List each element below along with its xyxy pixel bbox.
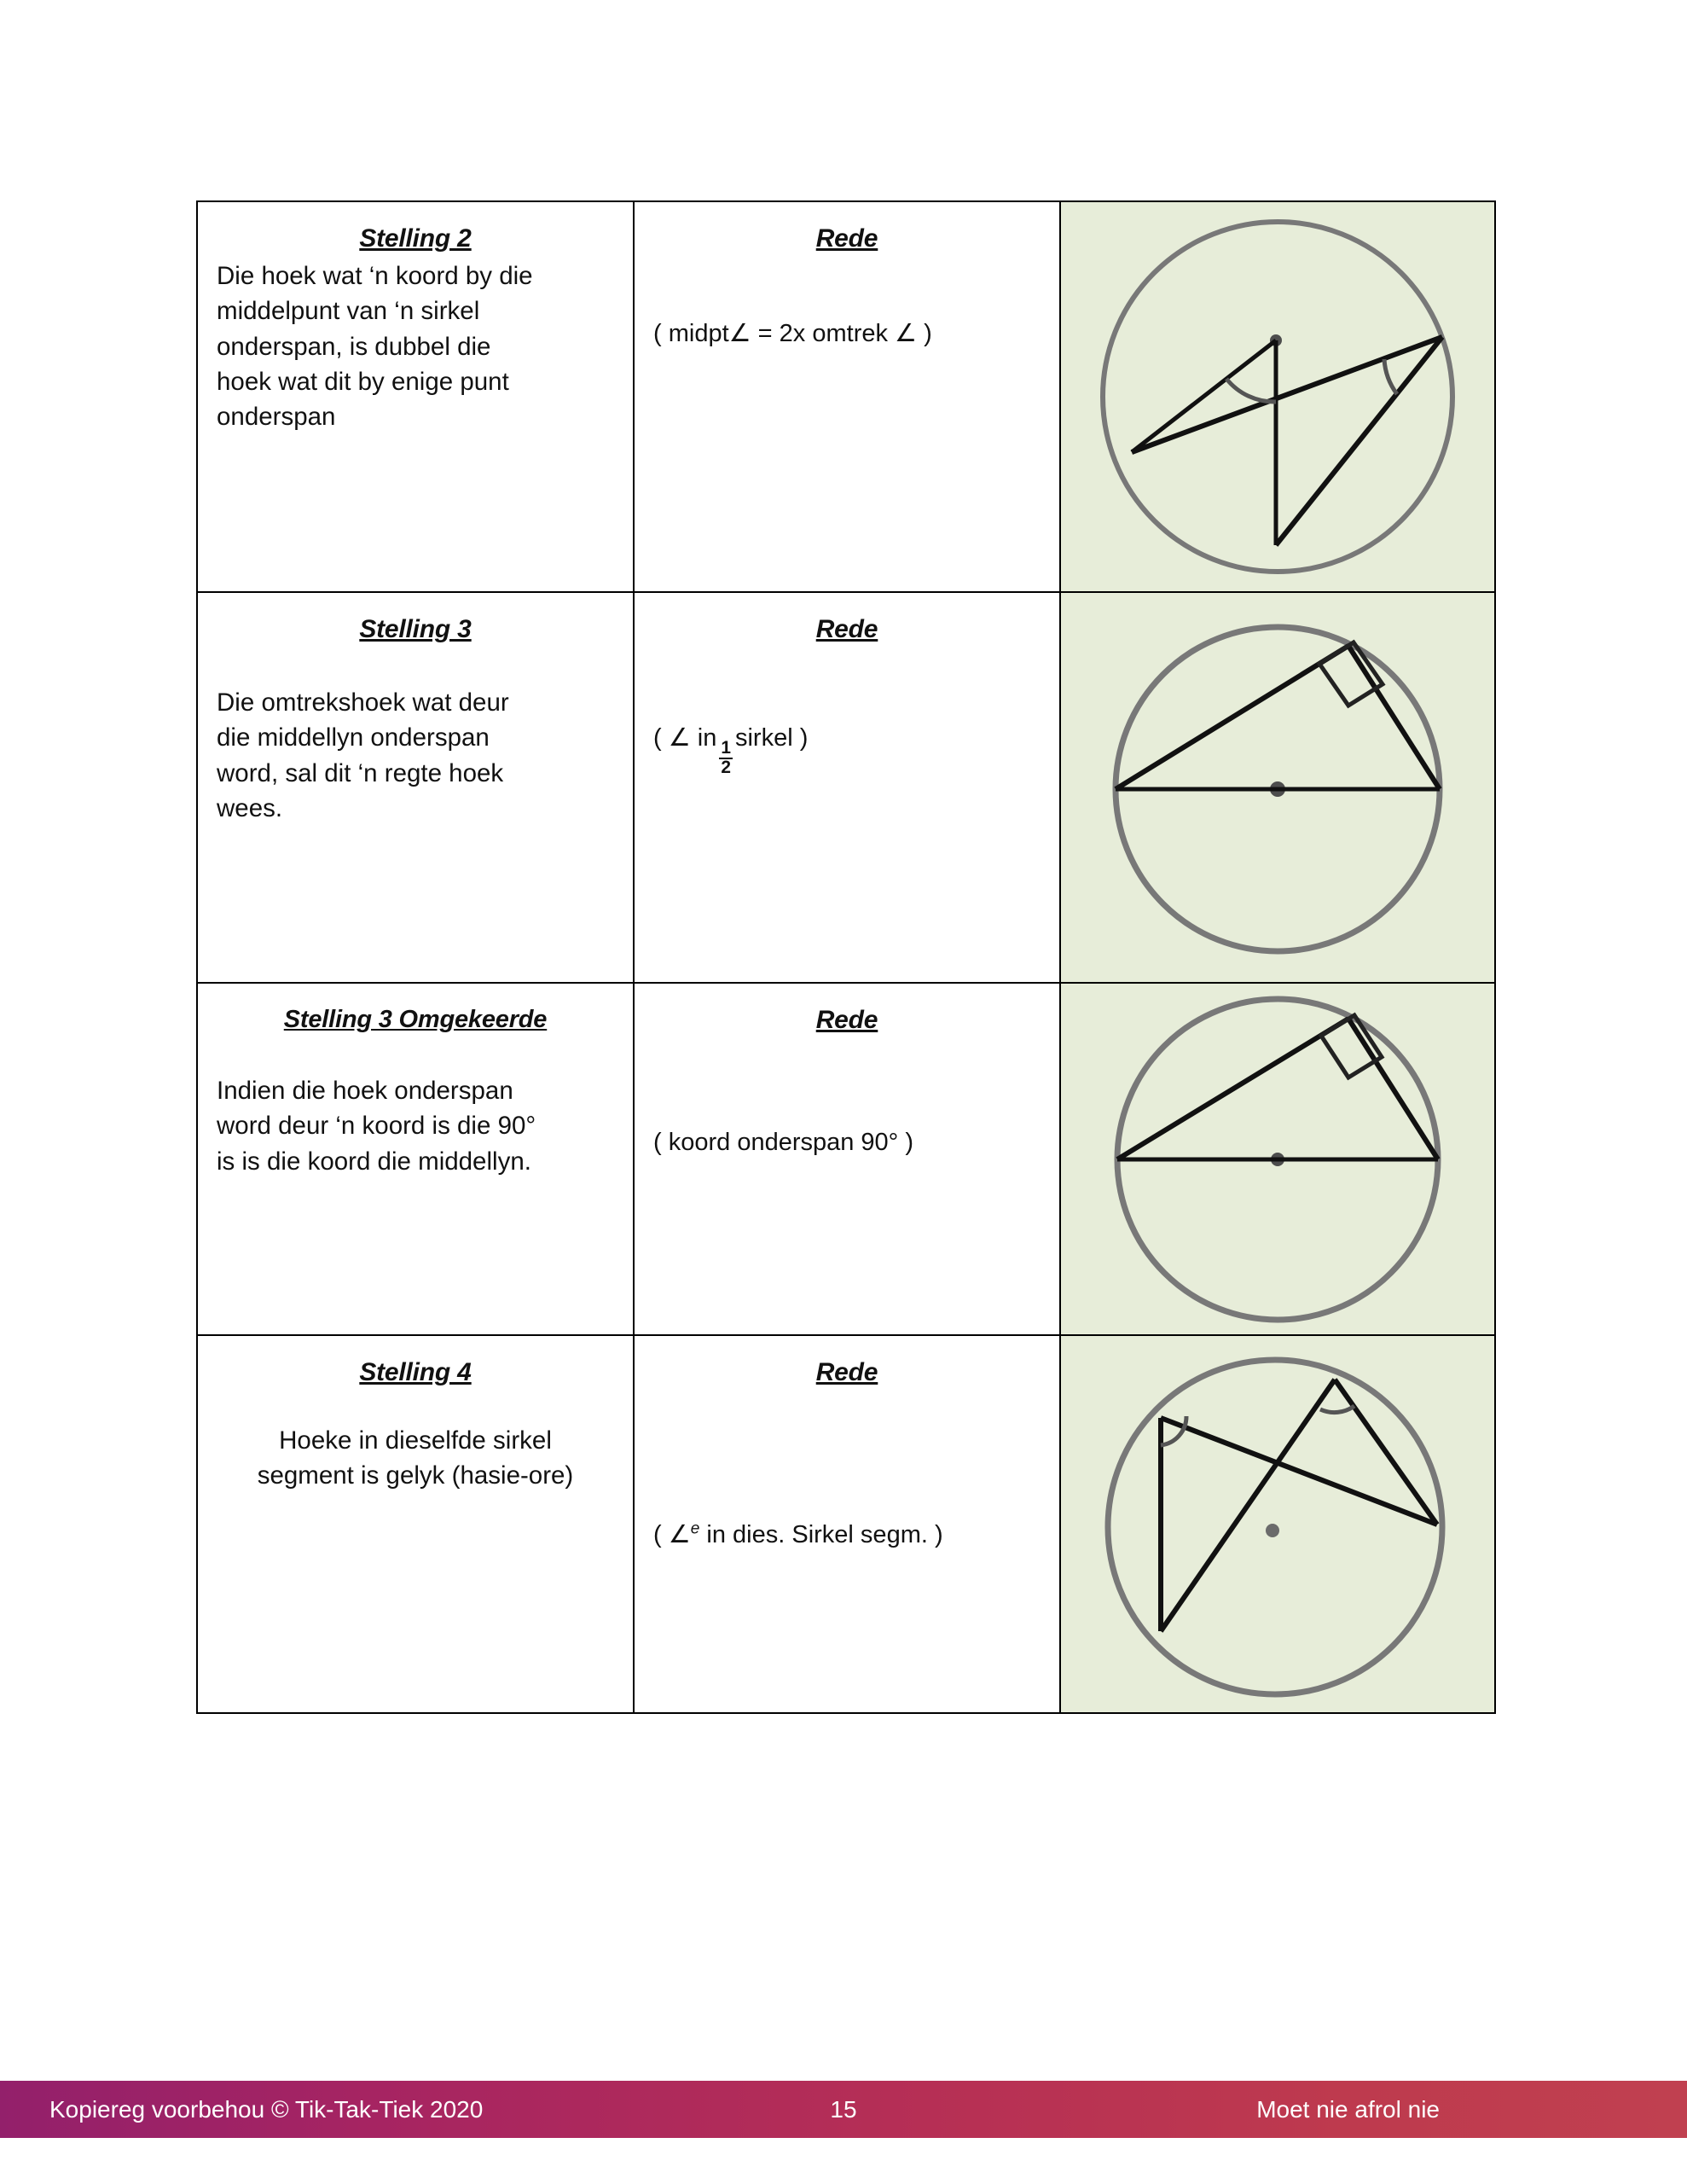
statement-line: word, sal dit ‘n regte hoek	[217, 758, 504, 787]
diagram-cell-stelling-3	[1059, 591, 1496, 984]
geometry-svg	[1112, 624, 1443, 955]
reason-heading: Rede	[815, 615, 878, 643]
footer-copyright: Kopiereg voorbehou © Tik-Tak-Tiek 2020	[49, 2095, 484, 2123]
theorem-statement: Indien die hoek onderspan word deur ‘n k…	[217, 1073, 614, 1179]
statement-cell-stelling-4: Stelling 4 Hoeke in dieselfde sirkel seg…	[196, 1334, 635, 1714]
statement-line: die middellyn onderspan	[217, 723, 490, 752]
table-row: Stelling 3 Omgekeerde Indien die hoek on…	[196, 982, 1496, 1336]
reason-cell-stelling-2: Rede ( midpt∠ = 2x omtrek ∠ )	[633, 200, 1061, 593]
footer-page-number: 15	[830, 2095, 857, 2123]
reason-prefix: ( ∠	[653, 1521, 691, 1548]
diagram-cell-stelling-2	[1059, 200, 1496, 593]
statement-line: onderspan, is dubbel die	[217, 332, 491, 361]
theorem-heading: Stelling 3	[359, 615, 472, 643]
reason-heading: Rede	[815, 1006, 878, 1034]
fraction-denominator: 2	[719, 757, 733, 777]
fraction-numerator: 1	[721, 737, 731, 758]
statement-cell-stelling-2: Stelling 2 Die hoek wat ‘n koord by die …	[196, 200, 635, 593]
statement-line: is is die koord die middellyn.	[217, 1147, 531, 1176]
page-footer: Kopiereg voorbehou © Tik-Tak-Tiek 2020 1…	[0, 2081, 1687, 2138]
statement-line: Hoeke in dieselfde sirkel	[279, 1426, 552, 1455]
statement-line: Die omtrekshoek wat deur	[217, 688, 509, 717]
reason-prefix: ( ∠ in	[653, 724, 717, 752]
reason-heading: Rede	[815, 1358, 878, 1386]
reason-text: ( koord onderspan 90° )	[653, 1129, 913, 1156]
reason-text: ( ∠e in dies. Sirkel segm. )	[653, 1519, 1041, 1549]
table-row: Stelling 3 Die omtrekshoek wat deur die …	[196, 591, 1496, 984]
statement-cell-stelling-3-omgekeerde: Stelling 3 Omgekeerde Indien die hoek on…	[196, 982, 635, 1336]
circle-equal-angles-same-segment-diagram	[1061, 1336, 1494, 1712]
geometry-svg	[1104, 1356, 1446, 1697]
reason-cell-stelling-3-omgekeerde: Rede ( koord onderspan 90° )	[633, 982, 1061, 1336]
theorem-statement: Die hoek wat ‘n koord by die middelpunt …	[217, 258, 614, 434]
statement-line: Indien die hoek onderspan	[217, 1077, 513, 1105]
circle-centre-angle-double-circumference-angle-diagram	[1061, 202, 1494, 591]
statement-line: onderspan	[217, 403, 336, 432]
reason-text: ( midpt∠ = 2x omtrek ∠ )	[653, 320, 932, 347]
theorem-heading: Stelling 3 Omgekeerde	[283, 1006, 548, 1033]
reason-cell-stelling-3: Rede ( ∠ in 1 2 sirkel )	[633, 591, 1061, 984]
theorem-statement: Hoeke in dieselfde sirkel segment is gel…	[217, 1423, 614, 1494]
reason-superscript: e	[690, 1519, 700, 1538]
table-row: Stelling 4 Hoeke in dieselfde sirkel seg…	[196, 1334, 1496, 1714]
reason-suffix: in dies. Sirkel segm. )	[706, 1521, 943, 1548]
diagram-cell-stelling-4	[1059, 1334, 1496, 1714]
circle-theorems-table: Stelling 2 Die hoek wat ‘n koord by die …	[196, 200, 1496, 1714]
reason-text: ( ∠ in 1 2 sirkel )	[653, 723, 1041, 777]
statement-line: middelpunt van ‘n sirkel	[217, 297, 480, 326]
circle-diameter-right-angle-diagram	[1061, 593, 1494, 982]
geometry-svg	[1114, 996, 1441, 1322]
footer-notice: Moet nie afrol nie	[1256, 2095, 1440, 2123]
statement-line: wees.	[217, 793, 283, 822]
reason-suffix: sirkel )	[734, 724, 809, 752]
diagram-cell-stelling-3-omgekeerde	[1059, 982, 1496, 1336]
theorem-statement: Die omtrekshoek wat deur die middellyn o…	[217, 685, 614, 826]
reason-heading: Rede	[815, 224, 878, 253]
statement-cell-stelling-3: Stelling 3 Die omtrekshoek wat deur die …	[196, 591, 635, 984]
statement-line: Die hoek wat ‘n koord by die	[217, 262, 533, 290]
statement-line: hoek wat dit by enige punt	[217, 367, 509, 396]
theorem-heading: Stelling 2	[359, 224, 472, 253]
reason-cell-stelling-4: Rede ( ∠e in dies. Sirkel segm. )	[633, 1334, 1061, 1714]
circle-chord-subtends-90-degrees-diagram	[1061, 984, 1494, 1334]
statement-line: word deur ‘n koord is die 90°	[217, 1112, 536, 1141]
theorem-heading: Stelling 4	[359, 1358, 472, 1386]
geometry-svg	[1100, 219, 1455, 574]
table-row: Stelling 2 Die hoek wat ‘n koord by die …	[196, 200, 1496, 593]
statement-line: segment is gelyk (hasie-ore)	[257, 1461, 574, 1490]
